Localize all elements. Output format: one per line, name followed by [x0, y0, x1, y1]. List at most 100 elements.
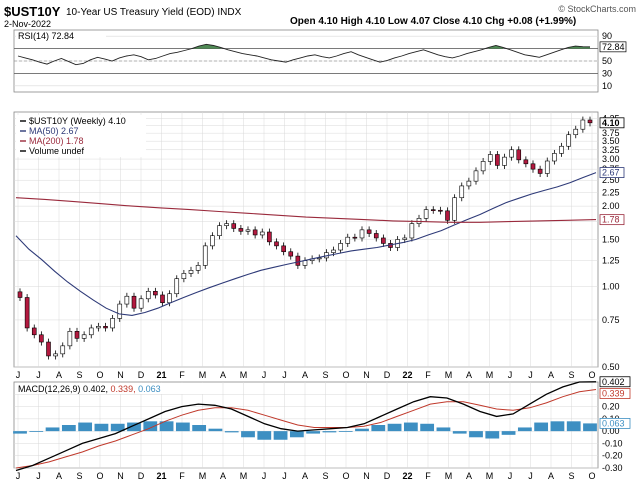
- macd-month-label: F: [179, 471, 185, 481]
- price-month-label: D: [384, 370, 391, 380]
- candle-up: [181, 273, 187, 280]
- price-tick-label: 2.50: [602, 175, 620, 185]
- macd-histogram-bar: [501, 431, 516, 435]
- price-tick-label: 3.50: [602, 136, 620, 146]
- candle-down: [267, 231, 272, 243]
- candle-up: [96, 326, 101, 329]
- candle-down: [430, 209, 436, 211]
- price-month-label: O: [342, 370, 349, 380]
- price-month-label: A: [466, 370, 472, 380]
- macd-month-label: J: [262, 471, 267, 481]
- price-tick-label: 0.75: [602, 315, 620, 325]
- macd-month-label: J: [282, 471, 287, 481]
- price-month-label: F: [179, 370, 185, 380]
- price-month-label: A: [220, 370, 226, 380]
- candle-up: [459, 185, 465, 199]
- macd-histogram-bar: [143, 421, 158, 432]
- candle-up: [81, 334, 87, 339]
- macd-month-label: O: [588, 471, 595, 481]
- price-tick-label: 1.25: [602, 256, 620, 266]
- price-tag-label: 1.78: [602, 215, 620, 225]
- price-month-label: S: [568, 370, 574, 380]
- candle-down: [537, 168, 543, 174]
- legend-entry: MA(50) 2.67: [29, 126, 79, 136]
- price-month-label: S: [322, 370, 328, 380]
- macd-month-label: A: [466, 471, 472, 481]
- price-month-label: J: [36, 370, 41, 380]
- candle-up: [53, 353, 58, 357]
- macd-month-label: 21: [156, 471, 166, 481]
- ohlc-summary: Open 4.10 High 4.10 Low 4.07 Close 4.10 …: [290, 16, 576, 27]
- candle-up: [124, 295, 130, 305]
- ma50-line: [15, 172, 597, 316]
- price-tick-label: 0.50: [602, 362, 620, 372]
- candle-up: [331, 249, 336, 253]
- candle-up: [480, 161, 486, 172]
- rsi-overbought-fill: [488, 45, 504, 49]
- rsi-tick-label: 50: [602, 56, 612, 66]
- price-month-label: M: [240, 370, 248, 380]
- macd-histogram-bar: [517, 427, 532, 432]
- rsi-tick-label: 30: [602, 68, 612, 78]
- macd-histogram-bar: [534, 422, 549, 432]
- macd-label: MACD(12,26,9) 0.402,: [18, 384, 111, 394]
- macd-tick-label: -0.30: [602, 463, 623, 473]
- candle-up: [145, 290, 151, 300]
- price-month-label: A: [548, 370, 554, 380]
- macd-histogram-bar: [257, 431, 272, 440]
- price-month-label: D: [138, 370, 145, 380]
- price-tag-label: 2.67: [602, 168, 620, 178]
- macd-month-label: 22: [402, 471, 412, 481]
- candle-up: [259, 231, 265, 236]
- macd-month-label: D: [138, 471, 145, 481]
- price-tick-label: 1.00: [602, 282, 620, 292]
- rsi-tick-label: 90: [602, 31, 612, 41]
- price-tick-label: 3.75: [602, 128, 620, 138]
- macd-month-label: M: [445, 471, 453, 481]
- candle-up: [487, 154, 493, 162]
- candle-up: [210, 235, 215, 247]
- candle-up: [110, 318, 115, 329]
- macd-month-label: S: [76, 471, 82, 481]
- candle-up: [195, 265, 201, 271]
- candle-up: [138, 298, 144, 309]
- price-month-label: F: [425, 370, 431, 380]
- macd-histogram-bar: [224, 431, 239, 433]
- candle-down: [153, 290, 158, 296]
- candle-up: [338, 243, 343, 251]
- candle-up: [509, 149, 514, 158]
- price-month-label: M: [199, 370, 207, 380]
- candle-up: [117, 303, 123, 319]
- candle-down: [366, 229, 372, 234]
- candle-down: [445, 210, 450, 221]
- candle-down: [17, 291, 23, 298]
- macd-histogram-bar: [583, 423, 597, 432]
- macd-line: [15, 381, 597, 472]
- candle-up: [573, 128, 579, 136]
- macd-histogram-bar: [192, 425, 207, 432]
- candle-down: [131, 295, 137, 309]
- macd-tag-label: 0.339: [602, 388, 625, 398]
- macd-histogram-bar: [338, 431, 353, 432]
- candle-up: [580, 119, 586, 130]
- candle-down: [274, 241, 279, 247]
- candle-up: [566, 134, 571, 147]
- macd-histogram-bar: [208, 428, 223, 432]
- macd-month-label: J: [508, 471, 513, 481]
- legend-entry: MA(200) 1.78: [29, 136, 84, 146]
- macd-histogram-bar: [371, 425, 386, 432]
- macd-tick-label: 0.20: [602, 402, 620, 412]
- macd-tag: [599, 388, 631, 399]
- macd-histogram-bar: [13, 431, 27, 434]
- macd-month-label: M: [486, 471, 494, 481]
- macd-title-bg: [16, 383, 206, 394]
- rsi-title: RSI(14) 72.84: [18, 31, 74, 41]
- price-tag: [599, 117, 625, 129]
- candle-down: [495, 154, 500, 166]
- macd-histogram-bar: [289, 431, 304, 438]
- candle-up: [345, 236, 351, 244]
- price-tag: [599, 214, 625, 226]
- macd-tag: [599, 376, 631, 388]
- candle-up: [67, 331, 73, 347]
- rsi-title-bg: [16, 31, 106, 41]
